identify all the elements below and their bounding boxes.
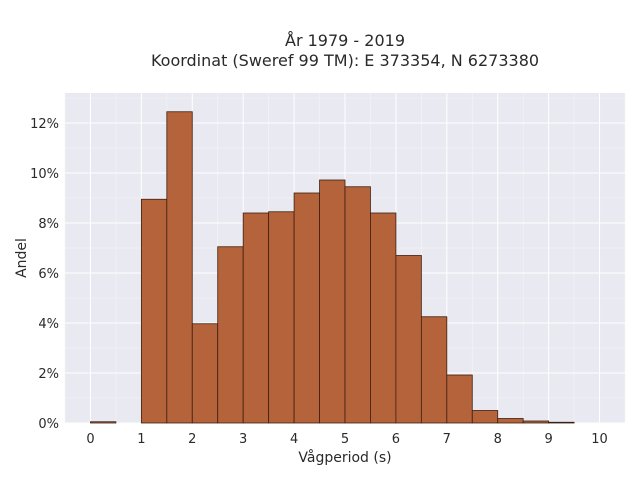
x-tick-label: 9 — [544, 432, 552, 447]
x-axis-ticks: 0 1 2 3 4 5 6 7 8 9 10 — [86, 432, 608, 447]
x-tick-label: 5 — [341, 432, 349, 447]
histogram-bar — [370, 212, 397, 424]
histogram-bar — [522, 420, 550, 424]
x-tick-label: 7 — [443, 432, 451, 447]
histogram-bar — [90, 421, 117, 424]
histogram-bar — [497, 418, 524, 424]
x-tick-label: 6 — [392, 432, 400, 447]
histogram-bar — [395, 255, 422, 424]
histogram-bar — [420, 316, 448, 424]
histogram-bar — [140, 198, 168, 424]
x-tick-label: 1 — [137, 432, 145, 447]
histogram-bar — [242, 212, 270, 424]
histogram-bar — [268, 211, 295, 424]
chart-subtitle: Koordinat (Sweref 99 TM): E 373354, N 62… — [151, 51, 539, 70]
histogram-bar — [293, 192, 320, 424]
y-tick-label: 10% — [30, 167, 59, 182]
y-tick-label: 2% — [38, 367, 59, 382]
x-axis-label: Vågperiod (s) — [298, 449, 391, 466]
x-tick-label: 2 — [188, 432, 196, 447]
histogram-bar — [217, 246, 244, 424]
chart-title: År 1979 - 2019 — [285, 31, 405, 50]
x-tick-label: 4 — [290, 432, 298, 447]
y-tick-label: 0% — [38, 417, 59, 432]
y-tick-label: 4% — [38, 317, 59, 332]
histogram-bar — [166, 111, 193, 424]
x-tick-label: 8 — [494, 432, 502, 447]
histogram-bar — [344, 186, 371, 424]
histogram-bar — [319, 179, 346, 424]
x-tick-label: 3 — [239, 432, 247, 447]
histogram-bar — [548, 421, 575, 424]
x-tick-label: 0 — [86, 432, 94, 447]
y-tick-label: 12% — [30, 117, 59, 132]
y-axis-label: Andel — [14, 238, 30, 278]
y-tick-label: 6% — [38, 267, 59, 282]
y-axis-ticks: 0% 2% 4% 6% 8% 10% 12% — [30, 117, 59, 432]
histogram-bar — [446, 374, 473, 424]
x-tick-label: 10 — [591, 432, 608, 447]
y-tick-label: 8% — [38, 217, 59, 232]
bars-group — [90, 111, 575, 424]
histogram-bar — [191, 323, 219, 424]
histogram-bar — [471, 410, 499, 424]
